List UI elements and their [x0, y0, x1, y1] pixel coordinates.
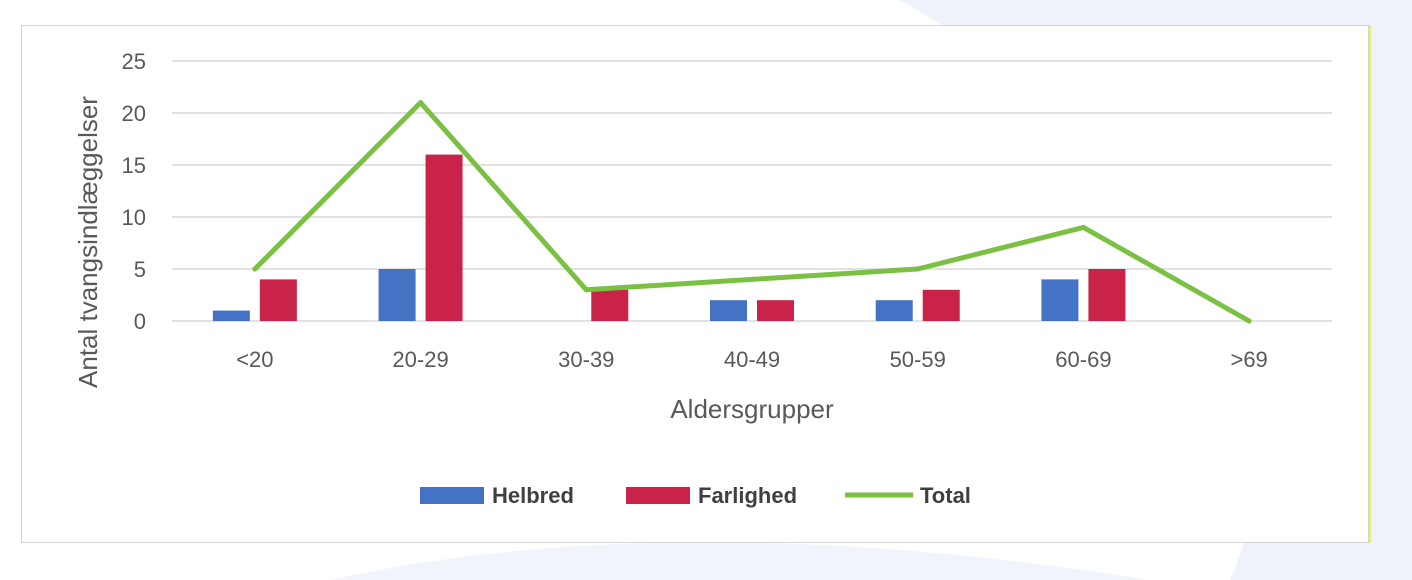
- bar-farlighed: [591, 289, 629, 321]
- legend-item-helbred: Helbred: [420, 483, 574, 508]
- x-tick-label: 60-69: [1055, 347, 1111, 372]
- bar-helbred: [378, 269, 416, 321]
- x-axis-title: Aldersgrupper: [670, 394, 834, 424]
- x-tick-labels: <20 20-29 30-39 40-49 50-59 60-69 >69: [236, 347, 1268, 372]
- bar-farlighed: [425, 154, 463, 321]
- bar-helbred: [212, 310, 250, 321]
- x-tick-label: 40-49: [724, 347, 780, 372]
- y-tick-label: 0: [134, 309, 146, 334]
- bar-helbred: [710, 300, 747, 321]
- legend-swatch: [420, 487, 484, 504]
- y-tick-labels: 0 5 10 15 20 25: [122, 49, 146, 334]
- accent-line: [1369, 25, 1371, 543]
- legend-label: Total: [920, 483, 971, 508]
- x-tick-label: 20-29: [392, 347, 448, 372]
- line-point-total: [252, 266, 258, 272]
- bar-farlighed: [757, 300, 794, 321]
- legend-item-farlighed: Farlighed: [626, 483, 797, 508]
- bar-helbred: [875, 300, 913, 321]
- line-point-total: [418, 100, 424, 106]
- x-tick-label: 30-39: [558, 347, 614, 372]
- y-tick-label: 10: [122, 205, 146, 230]
- y-axis-title: Antal tvangsindlæggelser: [73, 96, 103, 388]
- y-tick-label: 20: [122, 101, 146, 126]
- line-point-total: [1080, 224, 1086, 230]
- y-tick-label: 5: [134, 257, 146, 282]
- legend: Helbred Farlighed Total: [420, 483, 971, 508]
- bar-farlighed: [259, 279, 297, 321]
- line-series: [252, 100, 1252, 324]
- y-tick-label: 15: [122, 153, 146, 178]
- x-tick-label: >69: [1230, 347, 1267, 372]
- bar-farlighed: [922, 289, 960, 321]
- bar-helbred: [1041, 279, 1079, 321]
- legend-label: Farlighed: [698, 483, 797, 508]
- x-tick-label: <20: [236, 347, 273, 372]
- legend-label: Helbred: [492, 483, 574, 508]
- gridlines: [172, 60, 1332, 322]
- x-tick-label: 50-59: [890, 347, 946, 372]
- line-point-total: [583, 287, 589, 293]
- bar-farlighed: [1088, 269, 1126, 321]
- legend-swatch: [626, 487, 690, 504]
- line-point-total: [1246, 318, 1252, 324]
- legend-item-total: Total: [845, 483, 971, 508]
- y-tick-label: 25: [122, 49, 146, 74]
- bars: [212, 154, 1126, 321]
- line-point-total: [749, 276, 755, 282]
- line-point-total: [915, 266, 921, 272]
